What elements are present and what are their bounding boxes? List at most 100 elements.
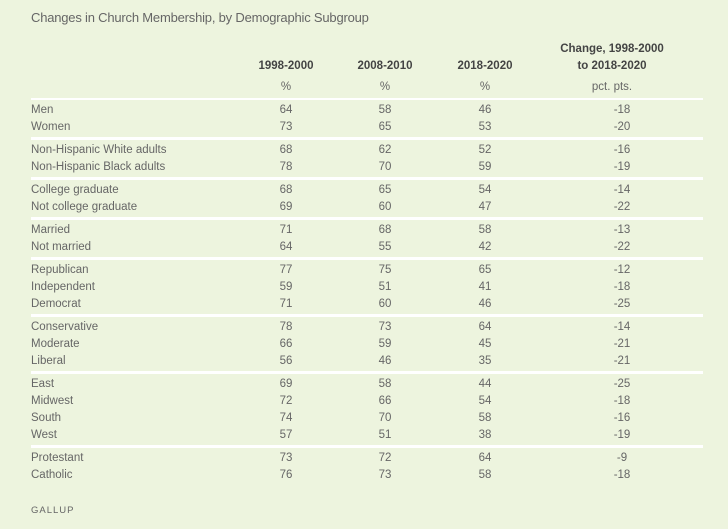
table-row: Not college graduate 69 60 47 -22 bbox=[31, 199, 703, 216]
col-unit-2018-2020: % bbox=[479, 81, 491, 93]
value-change: -19 bbox=[613, 429, 631, 441]
value-change: -21 bbox=[613, 355, 631, 367]
value-2018-2020: 38 bbox=[478, 429, 492, 441]
col-header-change-line1: Change, 1998-2000 bbox=[560, 43, 664, 55]
row-group: Married 71 68 58 -13 Not married 64 55 42 -22 bbox=[31, 217, 703, 257]
row-label: Republican bbox=[31, 264, 89, 276]
row-label: Protestant bbox=[31, 452, 84, 464]
value-change: -13 bbox=[613, 224, 631, 236]
table-row: Independent 59 51 41 -18 bbox=[31, 279, 703, 296]
value-1998-2000: 68 bbox=[279, 144, 293, 156]
value-2018-2020: 58 bbox=[478, 224, 492, 236]
value-2008-2010: 65 bbox=[378, 184, 392, 196]
table-row: Catholic 76 73 58 -18 bbox=[31, 467, 703, 484]
row-group: Protestant 73 72 64 -9 Catholic 76 73 58 -18 bbox=[31, 445, 703, 485]
value-2018-2020: 46 bbox=[478, 104, 492, 116]
value-1998-2000: 68 bbox=[279, 184, 293, 196]
value-2008-2010: 46 bbox=[378, 355, 392, 367]
value-2018-2020: 41 bbox=[478, 281, 492, 293]
value-2018-2020: 42 bbox=[478, 241, 492, 253]
value-2008-2010: 70 bbox=[378, 161, 392, 173]
value-change: -25 bbox=[613, 298, 631, 310]
value-1998-2000: 57 bbox=[279, 429, 293, 441]
row-label: Conservative bbox=[31, 321, 99, 333]
col-unit-change: pct. pts. bbox=[591, 81, 633, 93]
value-2008-2010: 62 bbox=[378, 144, 392, 156]
value-2018-2020: 58 bbox=[478, 412, 492, 424]
value-2018-2020: 35 bbox=[478, 355, 492, 367]
table-row: Republican 77 75 65 -12 bbox=[31, 262, 703, 279]
table-row: Conservative 78 73 64 -14 bbox=[31, 319, 703, 336]
value-change: -18 bbox=[613, 104, 631, 116]
value-2018-2020: 44 bbox=[478, 378, 492, 390]
table-body: Men 64 58 46 -18 Women 73 65 53 -20 Non-Hispanic W… bbox=[31, 100, 703, 485]
col-unit-1998-2000: % bbox=[280, 81, 292, 93]
value-1998-2000: 78 bbox=[279, 321, 293, 333]
value-2008-2010: 70 bbox=[378, 412, 392, 424]
row-label: Not married bbox=[31, 241, 92, 253]
value-1998-2000: 64 bbox=[279, 241, 293, 253]
header-divider bbox=[31, 98, 703, 100]
value-2008-2010: 58 bbox=[378, 378, 392, 390]
value-2018-2020: 45 bbox=[478, 338, 492, 350]
value-2008-2010: 55 bbox=[378, 241, 392, 253]
value-change: -20 bbox=[613, 121, 631, 133]
row-label: Non-Hispanic White adults bbox=[31, 144, 167, 156]
value-1998-2000: 76 bbox=[279, 469, 293, 481]
value-2008-2010: 68 bbox=[378, 224, 392, 236]
row-label: Liberal bbox=[31, 355, 66, 367]
value-change: -18 bbox=[613, 281, 631, 293]
table-row: Liberal 56 46 35 -21 bbox=[31, 353, 703, 370]
row-group: Men 64 58 46 -18 Women 73 65 53 -20 bbox=[31, 100, 703, 137]
value-change: -9 bbox=[616, 452, 628, 464]
row-label: Independent bbox=[31, 281, 95, 293]
row-group: College graduate 68 65 54 -14 Not college gra… bbox=[31, 177, 703, 217]
value-change: -19 bbox=[613, 161, 631, 173]
value-2018-2020: 52 bbox=[478, 144, 492, 156]
col-header-2008-2010: 2008-2010 bbox=[357, 60, 413, 72]
row-group: Conservative 78 73 64 -14 Moderate 66 59 45 -21 Li… bbox=[31, 314, 703, 371]
value-2008-2010: 58 bbox=[378, 104, 392, 116]
value-2018-2020: 54 bbox=[478, 184, 492, 196]
row-label: East bbox=[31, 378, 55, 390]
value-2018-2020: 53 bbox=[478, 121, 492, 133]
row-label: Men bbox=[31, 104, 54, 116]
row-label: West bbox=[31, 429, 57, 441]
value-1998-2000: 69 bbox=[279, 378, 293, 390]
table-row: Not married 64 55 42 -22 bbox=[31, 239, 703, 256]
table-row: Non-Hispanic White adults 68 62 52 -16 bbox=[31, 142, 703, 159]
row-label: Married bbox=[31, 224, 70, 236]
table-row: Protestant 73 72 64 -9 bbox=[31, 450, 703, 467]
value-1998-2000: 71 bbox=[279, 224, 293, 236]
row-label: Moderate bbox=[31, 338, 80, 350]
value-2018-2020: 54 bbox=[478, 395, 492, 407]
value-2008-2010: 66 bbox=[378, 395, 392, 407]
row-label: Catholic bbox=[31, 469, 73, 481]
value-2018-2020: 46 bbox=[478, 298, 492, 310]
value-2008-2010: 73 bbox=[378, 469, 392, 481]
table-row: Non-Hispanic Black adults 78 70 59 -19 bbox=[31, 159, 703, 176]
value-1998-2000: 69 bbox=[279, 201, 293, 213]
table-row: College graduate 68 65 54 -14 bbox=[31, 182, 703, 199]
value-1998-2000: 72 bbox=[279, 395, 293, 407]
table-row: Men 64 58 46 -18 bbox=[31, 102, 703, 119]
value-2008-2010: 51 bbox=[378, 281, 392, 293]
value-change: -14 bbox=[613, 184, 631, 196]
col-unit-2008-2010: % bbox=[379, 81, 391, 93]
value-1998-2000: 78 bbox=[279, 161, 293, 173]
value-change: -21 bbox=[613, 338, 631, 350]
value-2018-2020: 64 bbox=[478, 321, 492, 333]
row-group: Republican 77 75 65 -12 Independent 59 51 41 -18 D… bbox=[31, 257, 703, 314]
value-change: -18 bbox=[613, 395, 631, 407]
table-row: Democrat 71 60 46 -25 bbox=[31, 296, 703, 313]
table-row: South 74 70 58 -16 bbox=[31, 410, 703, 427]
value-change: -12 bbox=[613, 264, 631, 276]
row-label: Midwest bbox=[31, 395, 74, 407]
col-header-change-line2: to 2018-2020 bbox=[577, 60, 647, 72]
value-change: -16 bbox=[613, 412, 631, 424]
table-title: Changes in Church Membership, by Demogra… bbox=[31, 10, 369, 25]
value-change: -25 bbox=[613, 378, 631, 390]
col-header-2018-2020: 2018-2020 bbox=[457, 60, 513, 72]
value-2018-2020: 47 bbox=[478, 201, 492, 213]
value-2008-2010: 73 bbox=[378, 321, 392, 333]
